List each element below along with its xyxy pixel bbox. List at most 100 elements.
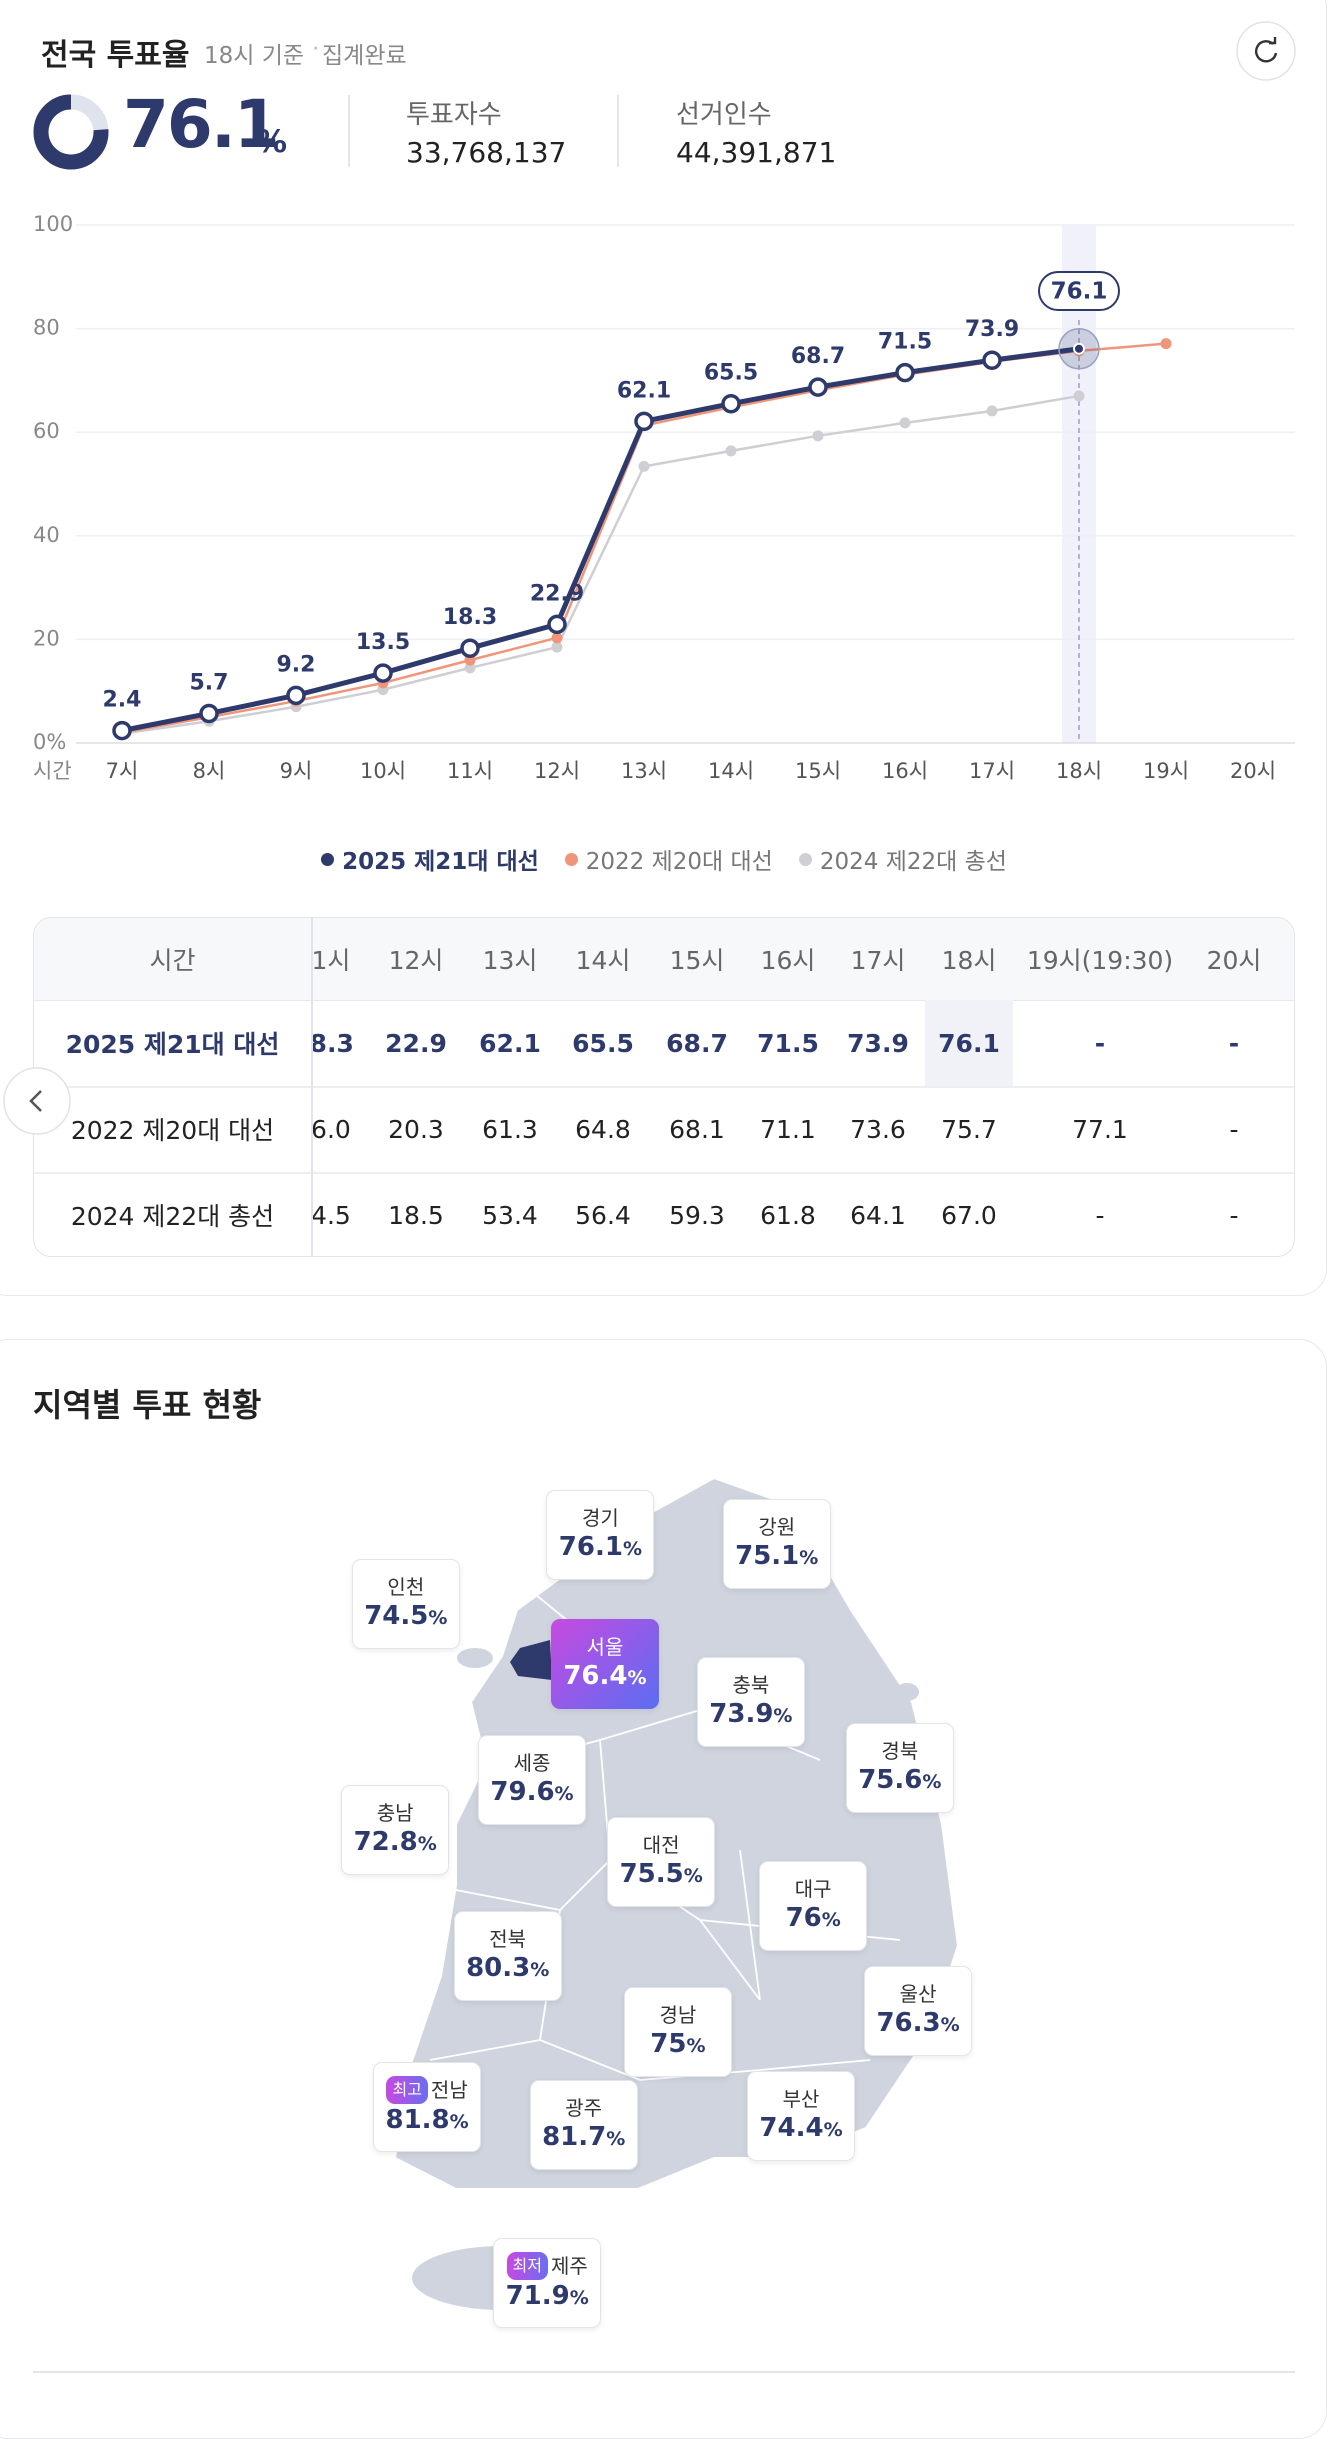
region-name: 대전 xyxy=(642,1833,680,1857)
value-label: 22.9 xyxy=(530,581,584,606)
region-name-row: 서울 xyxy=(587,1634,624,1660)
value-label: 68.7 xyxy=(791,344,845,369)
region-value: 76.4 xyxy=(563,1661,628,1692)
divider xyxy=(617,95,619,167)
y-tick-label: 0% xyxy=(33,730,66,754)
region-name: 인천 xyxy=(387,1574,425,1599)
table-cell: - xyxy=(1094,1028,1106,1058)
x-tick-label: 12시 xyxy=(534,759,580,783)
value-label: 5.7 xyxy=(190,670,229,695)
point xyxy=(460,638,480,658)
value-label: 65.5 xyxy=(704,361,758,386)
region-unit: % xyxy=(606,2127,626,2150)
region-name: 강원 xyxy=(758,1515,796,1540)
x-tick-label: 9시 xyxy=(280,759,313,783)
table-cell: 75.7 xyxy=(941,1114,997,1144)
table-cell: 65.5 xyxy=(572,1028,634,1058)
region-name: 충북 xyxy=(732,1673,770,1698)
x-tick-label: 10시 xyxy=(360,759,406,783)
region-value-row: 71.9% xyxy=(506,2280,589,2314)
region-name-row: 강원 xyxy=(758,1514,795,1540)
donut-arc xyxy=(33,94,109,170)
header-cell: 20시 xyxy=(1206,946,1262,975)
region-value-row: 75% xyxy=(650,2028,705,2062)
refresh-button[interactable] xyxy=(1235,20,1297,82)
legend-label: 2025 제21대 대선 xyxy=(342,849,539,875)
row-label: 2025 제21대 대선 xyxy=(65,1030,280,1059)
region-unit: % xyxy=(622,1538,642,1561)
legend-swatch xyxy=(798,852,812,866)
region-name-row: 경기 xyxy=(582,1505,619,1531)
header-cell: 12시 xyxy=(388,946,444,975)
y-tick-label: 60 xyxy=(33,419,60,443)
region-name: 세종 xyxy=(513,1750,551,1775)
region-box: 충남 72.8% xyxy=(341,1785,450,1876)
region-unit: % xyxy=(554,1782,574,1805)
region-name: 제주 xyxy=(551,2254,588,2279)
region-name-row: 경북 xyxy=(881,1738,918,1764)
point xyxy=(464,662,476,674)
table-cell: 22.9 xyxy=(385,1028,447,1058)
region-value: 72.8 xyxy=(353,1827,418,1858)
point xyxy=(899,417,911,429)
region-name-row: 인천 xyxy=(387,1574,424,1600)
table-cell: - xyxy=(1229,1200,1239,1230)
region-value: 76.3 xyxy=(876,2007,941,2038)
divider xyxy=(348,95,350,167)
subtitle: 18시 기준 xyxy=(204,43,305,69)
header-cell: 16시 xyxy=(760,946,816,975)
region-value: 80.3 xyxy=(466,1953,531,1984)
header-cell: 14시 xyxy=(575,946,631,975)
region-box: 경북 75.6% xyxy=(845,1722,954,1813)
region-name-row: 세종 xyxy=(514,1750,551,1776)
stat-label: 투표자수 xyxy=(406,100,502,130)
header-row xyxy=(34,918,1294,1001)
table-cell: 68.1 xyxy=(669,1114,725,1144)
table-cell: 73.6 xyxy=(850,1114,906,1144)
region-name: 전남 xyxy=(430,2077,468,2102)
legend-label: 2024 제22대 총선 xyxy=(819,849,1007,875)
region-unit: % xyxy=(773,1705,793,1728)
region-value-row: 72.8% xyxy=(354,1826,437,1860)
region-value-row: 74.4% xyxy=(759,2112,842,2146)
region-value-row: 81.8% xyxy=(386,2104,469,2138)
region-box: 최저 제주 71.9% xyxy=(493,2238,602,2329)
region-name-row: 경남 xyxy=(660,2002,697,2028)
table-cell: 64.1 xyxy=(850,1200,906,1230)
turnout-value: 76.1 xyxy=(123,86,280,163)
region-name: 충남 xyxy=(376,1801,414,1826)
region-box: 광주 81.7% xyxy=(529,2079,638,2170)
scroll-area: 11시 18.3 16.0 14.5 12시 22.9 20.3 18.5 13시 62.1 61.… xyxy=(312,918,1294,1256)
region-value: 81.7 xyxy=(542,2121,607,2152)
table-cell: 53.4 xyxy=(482,1200,538,1230)
point xyxy=(1160,338,1172,350)
legend-swatch xyxy=(321,852,335,866)
row-divider xyxy=(34,1172,1294,1174)
legend-item: 2022 제20대 대선 xyxy=(564,842,773,876)
region-name: 울산 xyxy=(899,1981,937,2006)
x-tick-label: 11시 xyxy=(447,759,493,783)
region-name: 경남 xyxy=(659,2003,697,2028)
x-tick-label: 19시 xyxy=(1143,759,1189,783)
region-name: 경북 xyxy=(881,1738,919,1763)
region-value: 73.9 xyxy=(709,1699,774,1730)
table-cell: 77.1 xyxy=(1072,1114,1128,1144)
region-unit: % xyxy=(530,1959,550,1982)
region-value: 81.8 xyxy=(385,2104,450,2135)
separator-dot: · xyxy=(312,36,320,62)
legend-label: 2022 제20대 대선 xyxy=(585,849,773,875)
region-value: 76.1 xyxy=(558,1532,623,1563)
region-value-row: 74.5% xyxy=(364,1600,447,1634)
row-label: 2022 제20대 대선 xyxy=(70,1116,275,1145)
table-cell: 20.3 xyxy=(388,1114,444,1144)
table-cell: - xyxy=(1229,1114,1239,1144)
scroll-left-button[interactable] xyxy=(0,1066,72,1136)
table-cell: - xyxy=(1095,1200,1105,1230)
title: 전국 투표율 xyxy=(41,38,190,73)
table-cell: 62.1 xyxy=(479,1028,541,1058)
x-tick-label: 8시 xyxy=(193,759,226,783)
header-cell: 18시 xyxy=(941,946,997,975)
badge: 최고 xyxy=(386,2075,428,2104)
region-name-row: 충남 xyxy=(377,1800,414,1826)
series-line xyxy=(121,394,1080,735)
